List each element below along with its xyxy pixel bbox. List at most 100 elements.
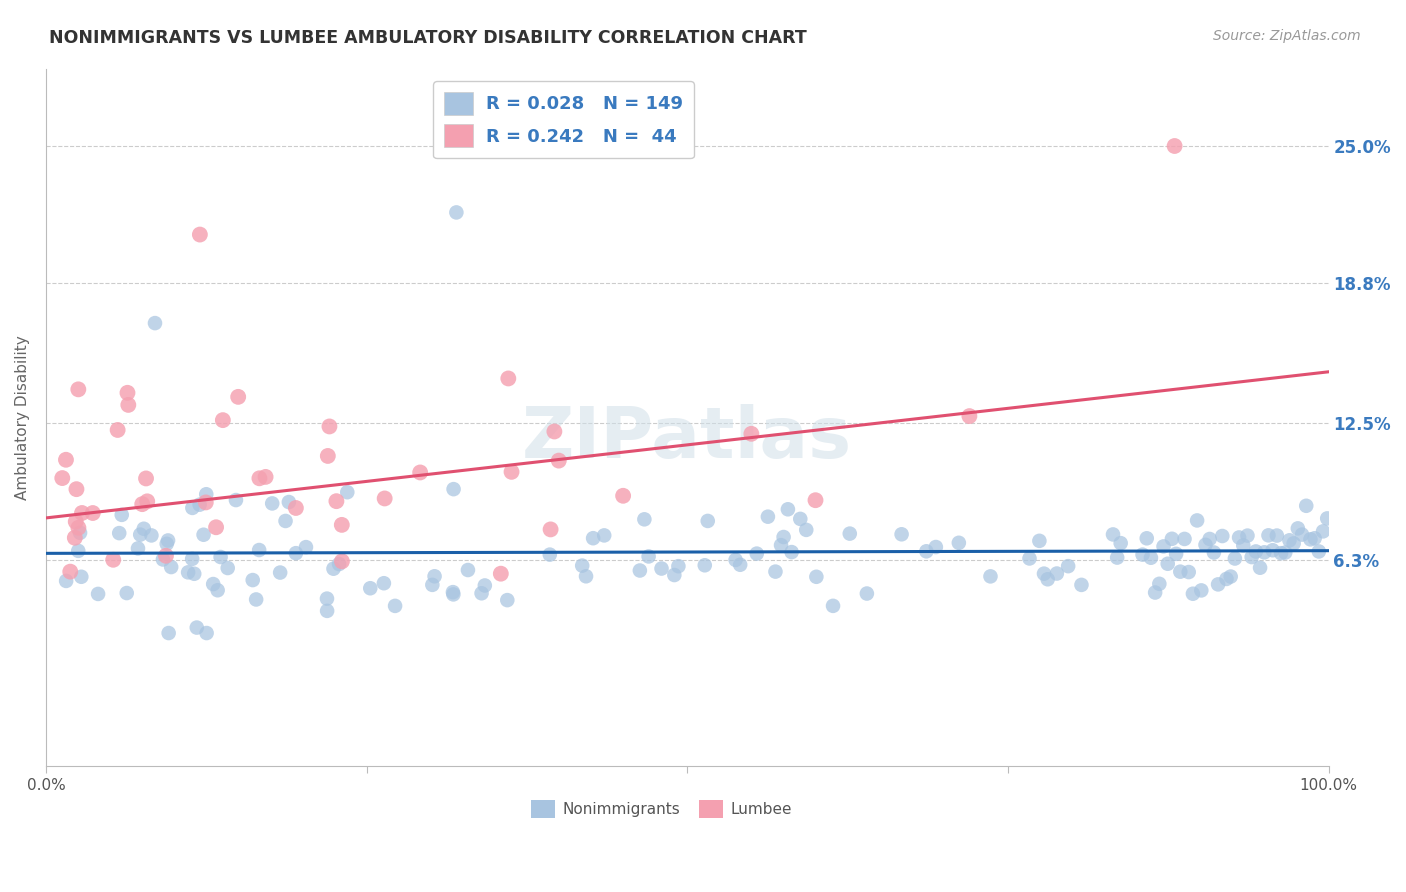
Point — [1136, 531, 1159, 545]
Point — [1198, 532, 1220, 546]
Point — [59, 565, 82, 579]
Point — [1282, 536, 1305, 550]
Point — [207, 583, 229, 598]
Point — [195, 487, 218, 501]
Point — [202, 577, 225, 591]
Point — [1107, 550, 1129, 565]
Point — [1299, 533, 1322, 547]
Point — [441, 585, 464, 599]
Point — [776, 502, 799, 516]
Point — [1274, 545, 1296, 559]
Point — [1232, 538, 1254, 552]
Point — [183, 566, 205, 581]
Point — [1215, 572, 1237, 586]
Point — [443, 482, 465, 496]
Point — [637, 549, 659, 564]
Point — [63, 531, 86, 545]
Point — [1257, 528, 1279, 542]
Point — [115, 586, 138, 600]
Point — [446, 205, 468, 219]
Point — [108, 526, 131, 541]
Point — [633, 512, 655, 526]
Point — [457, 563, 479, 577]
Point — [693, 558, 716, 573]
Point — [195, 626, 218, 640]
Point — [193, 527, 215, 541]
Point — [117, 398, 139, 412]
Point — [82, 506, 104, 520]
Point — [143, 316, 166, 330]
Point — [262, 496, 284, 510]
Point — [628, 564, 651, 578]
Point — [780, 545, 803, 559]
Point — [209, 549, 232, 564]
Point — [1185, 513, 1208, 527]
Point — [794, 523, 817, 537]
Point — [1291, 527, 1313, 541]
Point — [1219, 569, 1241, 583]
Point — [1018, 551, 1040, 566]
Point — [157, 533, 180, 548]
Point — [127, 541, 149, 556]
Point — [129, 527, 152, 541]
Point — [103, 553, 125, 567]
Point — [1227, 531, 1250, 545]
Point — [284, 500, 307, 515]
Point — [1102, 527, 1125, 541]
Point — [1308, 544, 1330, 558]
Point — [316, 604, 339, 618]
Point — [181, 552, 204, 566]
Point — [668, 559, 690, 574]
Point — [1206, 577, 1229, 591]
Point — [152, 552, 174, 566]
Point — [1236, 528, 1258, 542]
Point — [1253, 545, 1275, 559]
Point — [384, 599, 406, 613]
Point — [249, 471, 271, 485]
Point — [177, 566, 200, 580]
Point — [107, 423, 129, 437]
Point — [1240, 550, 1263, 565]
Point — [330, 554, 353, 568]
Point — [915, 544, 938, 558]
Text: ZIPatlas: ZIPatlas — [522, 403, 852, 473]
Point — [1223, 551, 1246, 566]
Point — [765, 565, 787, 579]
Point — [69, 525, 91, 540]
Point — [664, 568, 686, 582]
Point — [724, 553, 747, 567]
Point — [770, 538, 793, 552]
Point — [247, 543, 270, 558]
Text: NONIMMIGRANTS VS LUMBEE AMBULATORY DISABILITY CORRELATION CHART: NONIMMIGRANTS VS LUMBEE AMBULATORY DISAB… — [49, 29, 807, 46]
Point — [67, 544, 90, 558]
Point — [225, 493, 247, 508]
Point — [496, 593, 519, 607]
Point — [474, 578, 496, 592]
Point — [789, 512, 811, 526]
Point — [1153, 540, 1175, 554]
Point — [65, 515, 87, 529]
Point — [284, 546, 307, 560]
Point — [740, 426, 762, 441]
Y-axis label: Ambulatory Disability: Ambulatory Disability — [15, 334, 30, 500]
Point — [132, 522, 155, 536]
Point — [1181, 587, 1204, 601]
Point — [571, 558, 593, 573]
Point — [1286, 521, 1309, 535]
Point — [1202, 545, 1225, 559]
Point — [181, 500, 204, 515]
Point — [328, 557, 350, 571]
Point — [728, 558, 751, 572]
Point — [1109, 536, 1132, 550]
Point — [1173, 532, 1195, 546]
Point — [160, 560, 183, 574]
Point — [925, 540, 948, 554]
Point — [322, 562, 344, 576]
Point — [111, 508, 134, 522]
Point — [1168, 565, 1191, 579]
Point — [547, 453, 569, 467]
Point — [650, 561, 672, 575]
Point — [696, 514, 718, 528]
Point — [336, 485, 359, 500]
Point — [806, 570, 828, 584]
